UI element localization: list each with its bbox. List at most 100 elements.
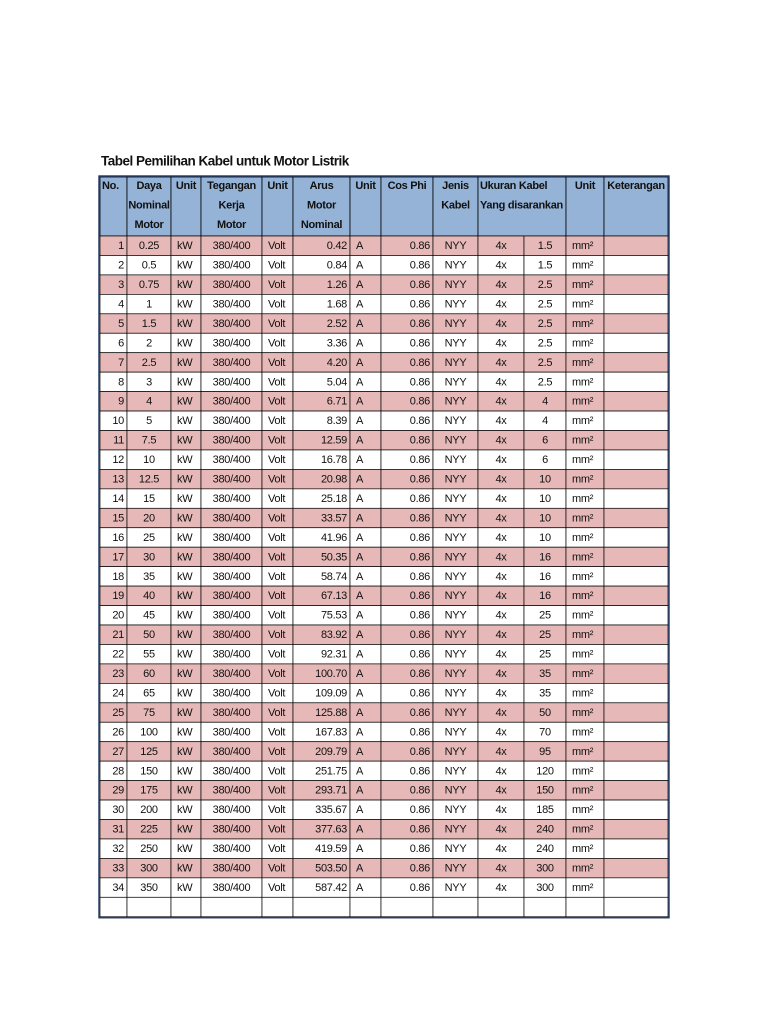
cell-text: mm²: [572, 260, 594, 272]
cell-text: 0.42: [327, 240, 347, 252]
cell-text: 25: [539, 610, 551, 622]
header-text: Unit: [575, 180, 596, 192]
cell-text: 380/400: [213, 532, 251, 544]
cell-text: mm²: [572, 240, 594, 252]
cell-text: 41.96: [321, 532, 347, 544]
cell-text: 335.67: [315, 804, 347, 816]
cell-text: A: [356, 649, 364, 661]
cell: [349, 546, 382, 568]
cell-text: 380/400: [213, 746, 251, 758]
cell-text: Volt: [268, 357, 285, 369]
cell-text: 0.86: [410, 571, 430, 583]
cell-text: NYY: [445, 668, 468, 680]
cell-text: NYY: [445, 707, 468, 719]
cell-text: 20.98: [321, 474, 347, 486]
cell-text: 4x: [495, 298, 507, 310]
header-text: Nominal: [301, 219, 343, 231]
cell-text: Volt: [268, 746, 285, 758]
cell-text: Volt: [268, 765, 285, 777]
cell-text: 0.86: [410, 474, 430, 486]
cell-text: kW: [177, 571, 193, 583]
cell-text: NYY: [445, 454, 468, 466]
cell: [349, 527, 382, 548]
cell: [170, 896, 202, 918]
cell-text: 380/400: [213, 785, 251, 797]
cell-text: A: [356, 298, 364, 310]
cell: [603, 702, 669, 723]
cell-text: kW: [177, 318, 193, 330]
cell-text: NYY: [445, 512, 468, 524]
cell-text: 3: [146, 376, 152, 388]
cell-text: 240: [536, 843, 554, 855]
cell-text: Volt: [268, 532, 285, 544]
header-text: Cos Phi: [388, 180, 427, 192]
header-cell: [126, 176, 172, 237]
header-text: Arus: [310, 180, 334, 192]
cell-text: Volt: [268, 435, 285, 447]
cell: [603, 644, 669, 665]
cell-text: 0.86: [410, 863, 430, 875]
cell-text: Volt: [268, 415, 285, 427]
cell-text: 25: [112, 707, 124, 719]
cell-text: 380/400: [213, 687, 251, 699]
cell-text: Volt: [268, 396, 285, 408]
cell-text: 4x: [495, 765, 507, 777]
cell-text: 60: [143, 668, 155, 680]
cell-text: 4x: [495, 687, 507, 699]
cell: [349, 313, 382, 334]
cell-text: A: [356, 863, 364, 875]
cell-text: mm²: [572, 629, 594, 641]
cell-text: 12: [112, 454, 124, 466]
cell-text: mm²: [572, 454, 594, 466]
cell-text: 4x: [495, 590, 507, 602]
cell: [349, 235, 382, 256]
cell-text: NYY: [445, 493, 468, 505]
cell-text: kW: [177, 376, 193, 388]
cell-text: A: [356, 240, 364, 252]
header-text: Daya: [136, 180, 162, 192]
cell-text: 0.86: [410, 376, 430, 388]
cell: [349, 488, 382, 509]
cell-text: 125: [140, 746, 158, 758]
cell-text: 209.79: [315, 746, 347, 758]
cell-text: 4x: [495, 746, 507, 758]
cell-text: NYY: [445, 337, 468, 349]
cell: [349, 780, 382, 801]
cell-text: 380/400: [213, 649, 251, 661]
cell-text: kW: [177, 707, 193, 719]
cell-text: 25: [143, 532, 155, 544]
cell-text: mm²: [572, 532, 594, 544]
cell-text: mm²: [572, 882, 594, 894]
cell: [349, 352, 382, 373]
header-cell: [603, 176, 669, 237]
cell: [349, 799, 382, 820]
cell-text: kW: [177, 687, 193, 699]
cell-text: A: [356, 590, 364, 602]
cell: [200, 896, 263, 918]
cell-text: mm²: [572, 415, 594, 427]
cell-text: kW: [177, 726, 193, 738]
cell-text: 0.86: [410, 454, 430, 466]
cell-text: 4x: [495, 824, 507, 836]
cell-text: kW: [177, 435, 193, 447]
cell-text: A: [356, 804, 364, 816]
cell: [349, 896, 382, 918]
cell-text: A: [356, 435, 364, 447]
cell-text: kW: [177, 298, 193, 310]
cell-text: 2: [118, 260, 124, 272]
cell-text: 225: [140, 824, 158, 836]
cell-text: kW: [177, 668, 193, 680]
cell-text: 4: [542, 396, 548, 408]
header-cell: [292, 176, 351, 237]
header-text: Unit: [355, 180, 376, 192]
table-title: Tabel Pemilihan Kabel untuk Motor Listri…: [101, 154, 350, 169]
cell-text: 4x: [495, 493, 507, 505]
cell-text: mm²: [572, 357, 594, 369]
cell-text: 380/400: [213, 396, 251, 408]
cell-text: 100.70: [315, 668, 347, 680]
cell-text: 0.86: [410, 785, 430, 797]
cell-text: 10: [539, 512, 551, 524]
cell-text: NYY: [445, 571, 468, 583]
cell-text: 3: [118, 279, 124, 291]
cell-text: 380/400: [213, 765, 251, 777]
